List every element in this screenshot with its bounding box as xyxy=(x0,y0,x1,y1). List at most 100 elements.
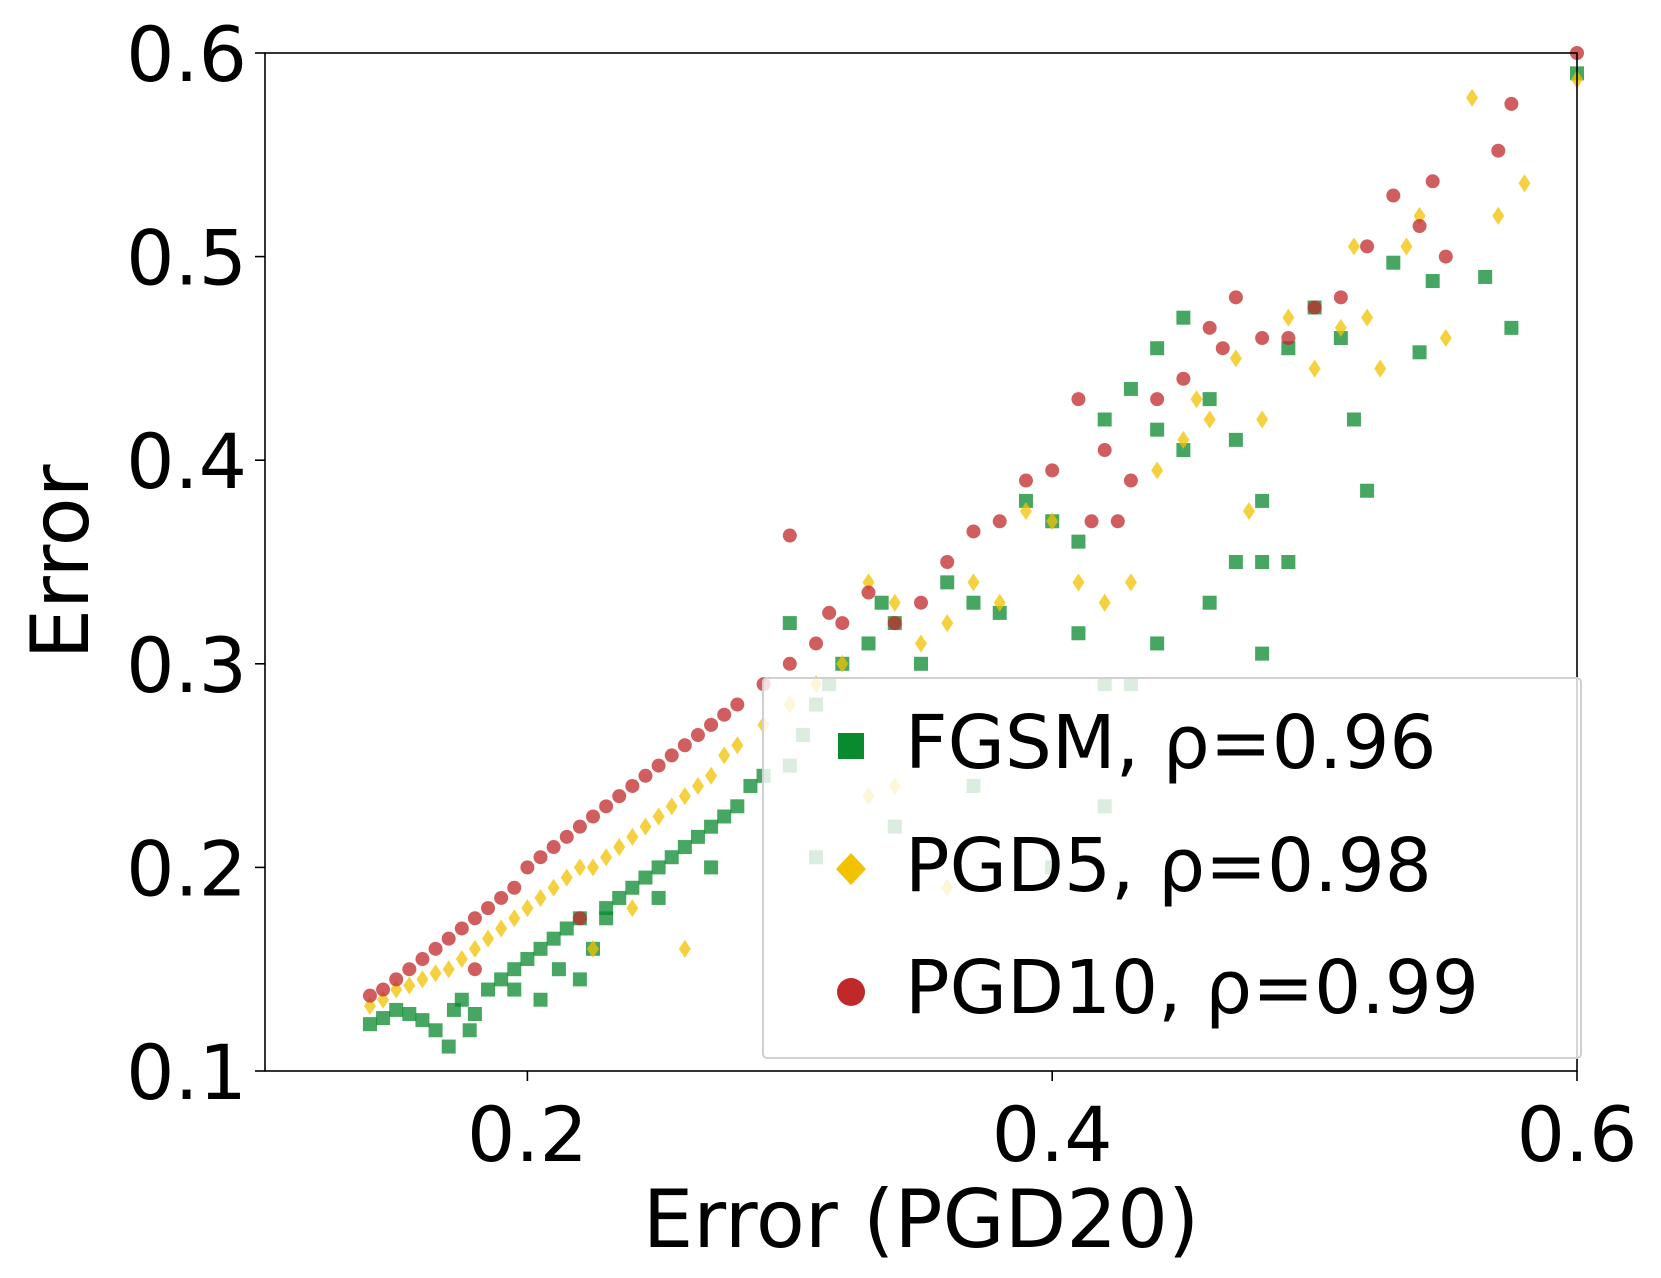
pgd10-point xyxy=(1491,143,1506,158)
pgd10-point xyxy=(809,636,824,651)
fgsm-point xyxy=(462,1023,477,1038)
pgd10-point xyxy=(1045,463,1060,478)
pgd10-point xyxy=(887,616,902,631)
pgd10-point xyxy=(1333,290,1348,305)
fgsm-point xyxy=(992,605,1007,620)
pgd10-point xyxy=(481,901,496,916)
pgd5-point xyxy=(613,838,626,857)
pgd5-point xyxy=(941,614,954,633)
fgsm-point xyxy=(1202,392,1217,407)
fgsm-point xyxy=(717,809,732,824)
legend-fgsm-label: FGSM, ρ=0.96 xyxy=(905,700,1437,786)
x-axis-label: Error (PGD20) xyxy=(643,1173,1199,1266)
pgd10-point xyxy=(546,840,561,855)
pgd5-point xyxy=(1243,502,1255,521)
pgd10-point xyxy=(520,860,535,875)
pgd10-point xyxy=(428,941,443,956)
fgsm-point xyxy=(546,931,561,946)
pgd10-point xyxy=(1202,320,1217,335)
fgsm-point xyxy=(664,850,679,865)
fgsm-point xyxy=(1412,345,1427,360)
fgsm-point xyxy=(1071,626,1086,641)
pgd5-point xyxy=(1151,461,1164,480)
pgd5-point xyxy=(573,858,586,877)
x-tick-label: 0.2 xyxy=(467,1090,588,1179)
pgd5-point xyxy=(836,654,849,673)
pgd5-point xyxy=(416,970,429,989)
pgd10-point xyxy=(1360,239,1375,254)
pgd10-point xyxy=(1412,219,1427,234)
pgd5-point xyxy=(1439,329,1452,348)
pgd10-point xyxy=(1176,371,1191,386)
legend-pgd10-label: PGD10, ρ=0.99 xyxy=(905,945,1479,1031)
pgd10-point xyxy=(1504,96,1519,111)
pgd10-point xyxy=(677,738,692,753)
pgd5-point xyxy=(1229,349,1242,368)
fgsm-point xyxy=(1281,341,1296,356)
pgd5-point xyxy=(1282,308,1295,327)
fgsm-point xyxy=(520,952,535,967)
pgd10-point xyxy=(441,931,456,946)
y-tick-label: 0.1 xyxy=(126,1028,247,1117)
pgd10-point xyxy=(1215,341,1230,356)
pgd5-point xyxy=(718,746,731,765)
legend-pgd10-circle-marker xyxy=(837,978,865,1006)
pgd5-point xyxy=(534,888,547,907)
pgd5-point xyxy=(587,858,599,877)
pgd5-point xyxy=(521,899,534,918)
fgsm-point xyxy=(1504,320,1519,335)
fgsm-point xyxy=(428,1023,443,1038)
series-pgd5 xyxy=(363,70,1583,1015)
fgsm-point xyxy=(1150,636,1165,651)
pgd5-point xyxy=(560,868,573,887)
fgsm-point xyxy=(1255,493,1270,508)
pgd5-point xyxy=(626,899,639,918)
pgd10-point xyxy=(782,528,797,543)
fgsm-point xyxy=(402,1006,417,1021)
y-tick-label: 0.3 xyxy=(126,621,247,710)
fgsm-point xyxy=(1097,412,1112,427)
pgd10-point xyxy=(992,514,1007,529)
fgsm-point xyxy=(625,880,640,895)
fgsm-point xyxy=(389,1002,404,1017)
pgd5-point xyxy=(1308,359,1321,378)
fgsm-point xyxy=(1228,432,1243,447)
pgd5-point xyxy=(442,960,455,979)
fgsm-point xyxy=(1255,646,1270,661)
pgd5-point xyxy=(1046,512,1059,531)
pgd10-point xyxy=(494,890,509,905)
fgsm-point xyxy=(874,595,889,610)
pgd5-point xyxy=(1072,573,1085,592)
legend-fgsm-square-marker xyxy=(838,733,864,759)
pgd5-point xyxy=(403,976,416,995)
pgd10-point xyxy=(782,656,797,671)
fgsm-point xyxy=(612,890,627,905)
fgsm-point xyxy=(467,1006,482,1021)
fgsm-point xyxy=(507,962,522,977)
pgd10-point xyxy=(1110,514,1125,529)
pgd10-point xyxy=(1438,249,1453,264)
fgsm-point xyxy=(861,636,876,651)
fgsm-point xyxy=(677,840,692,855)
pgd10-point xyxy=(467,962,482,977)
pgd10-point xyxy=(966,524,981,539)
pgd10-point xyxy=(625,778,640,793)
fgsm-point xyxy=(914,656,928,671)
pgd5-point xyxy=(652,807,665,826)
fgsm-point xyxy=(481,982,496,997)
fgsm-point xyxy=(638,870,653,885)
pgd10-point xyxy=(467,911,482,926)
pgd5-point xyxy=(600,848,613,867)
pgd10-point xyxy=(835,616,850,631)
pgd5-point xyxy=(1361,308,1374,327)
x-tick-label: 0.6 xyxy=(1517,1090,1638,1179)
pgd10-point xyxy=(1018,473,1033,488)
pgd10-point xyxy=(1228,290,1243,305)
pgd5-point xyxy=(1347,237,1360,256)
pgd10-point xyxy=(376,982,391,997)
pgd10-point xyxy=(454,921,469,936)
pgd5-point xyxy=(915,634,927,653)
fgsm-point xyxy=(651,860,666,875)
fgsm-point xyxy=(1386,255,1401,270)
fgsm-point xyxy=(1123,381,1138,396)
